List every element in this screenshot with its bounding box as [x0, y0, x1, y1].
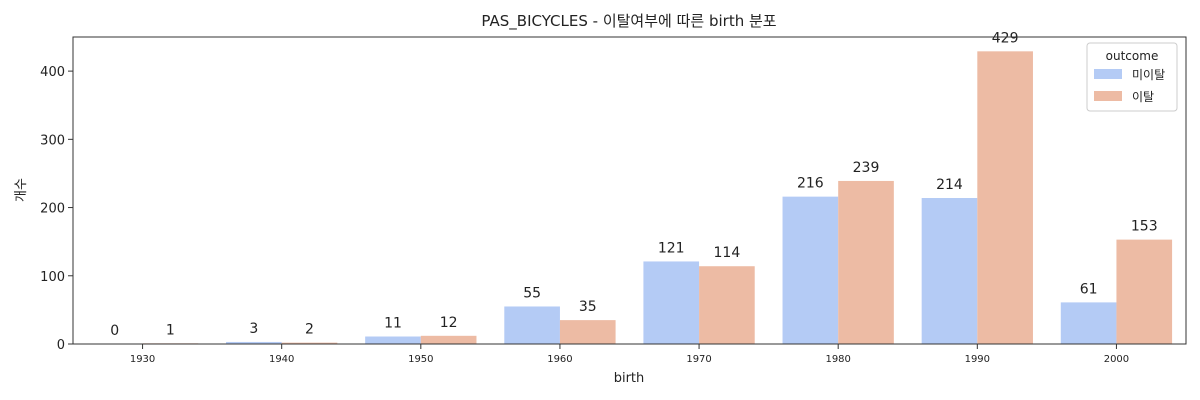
y-tick-label: 200 [40, 202, 65, 217]
data-label-미이탈-1960: 55 [523, 285, 541, 301]
x-axis: 1930 1940 1950 1960 1970 1980 1990 2000 [130, 344, 1129, 365]
x-tick-label: 2000 [1104, 354, 1129, 365]
y-axis: 0 100 200 300 400 [40, 65, 73, 353]
data-label-미이탈-1940: 3 [249, 321, 258, 337]
plot-frame [72, 36, 1187, 345]
data-label-미이탈-2000: 61 [1080, 281, 1098, 297]
bar-미이탈-1990 [921, 198, 978, 344]
y-tick-label: 100 [40, 270, 65, 285]
data-label-미이탈-1950: 11 [384, 315, 402, 331]
x-tick-label: 1980 [825, 354, 850, 365]
bar-이탈-1960 [559, 320, 616, 344]
legend: outcome 미이탈 이탈 [1086, 42, 1178, 112]
bar-미이탈-1970 [643, 261, 700, 344]
data-label-이탈-1990: 429 [992, 30, 1019, 46]
bar-이탈-1990 [977, 51, 1033, 345]
data-label-미이탈-1990: 214 [936, 177, 963, 193]
y-tick-label: 0 [57, 338, 65, 353]
legend-title: outcome [1106, 49, 1159, 63]
bar-미이탈-1980 [782, 196, 839, 344]
x-axis-label: birth [614, 371, 645, 386]
data-label-미이탈-1930: 0 [110, 323, 119, 339]
bar-이탈-1970 [699, 266, 755, 344]
data-label-미이탈-1970: 121 [658, 240, 685, 256]
bar-이탈-1940 [281, 342, 338, 344]
x-tick-label: 1930 [130, 354, 155, 365]
bar-미이탈-2000 [1060, 302, 1117, 344]
bar-미이탈-1940 [226, 341, 282, 344]
data-label-이탈-1960: 35 [579, 299, 597, 315]
data-label-이탈-1980: 239 [853, 160, 880, 176]
bar-미이탈-1960 [504, 306, 560, 344]
legend-swatch-1 [1094, 91, 1122, 101]
data-label-이탈-1930: 1 [166, 322, 175, 338]
y-axis-label: 개수 [14, 178, 29, 202]
data-label-이탈-2000: 153 [1131, 219, 1158, 235]
data-label-이탈-1940: 2 [305, 322, 314, 338]
x-tick-label: 1990 [965, 354, 990, 365]
chart-title: PAS_BICYCLES - 이탈여부에 따른 birth 분포 [481, 12, 776, 31]
bar-미이탈-1950 [365, 336, 421, 344]
bar-이탈-1950 [420, 335, 477, 344]
x-tick-label: 1940 [269, 354, 294, 365]
x-tick-label: 1950 [408, 354, 433, 365]
legend-label-0: 미이탈 [1132, 68, 1165, 82]
legend-label-1: 이탈 [1132, 90, 1154, 104]
data-label-미이탈-1980: 216 [797, 176, 824, 192]
legend-swatch-0 [1094, 69, 1122, 79]
bars-layer [142, 51, 1173, 345]
y-tick-label: 300 [40, 133, 65, 148]
x-tick-label: 1960 [547, 354, 572, 365]
data-label-이탈-1970: 114 [714, 245, 741, 261]
bar-이탈-1980 [838, 180, 894, 344]
x-tick-label: 1970 [686, 354, 711, 365]
data-label-이탈-1950: 12 [440, 315, 458, 331]
bar-이탈-2000 [1116, 239, 1173, 344]
y-tick-label: 400 [40, 65, 65, 80]
